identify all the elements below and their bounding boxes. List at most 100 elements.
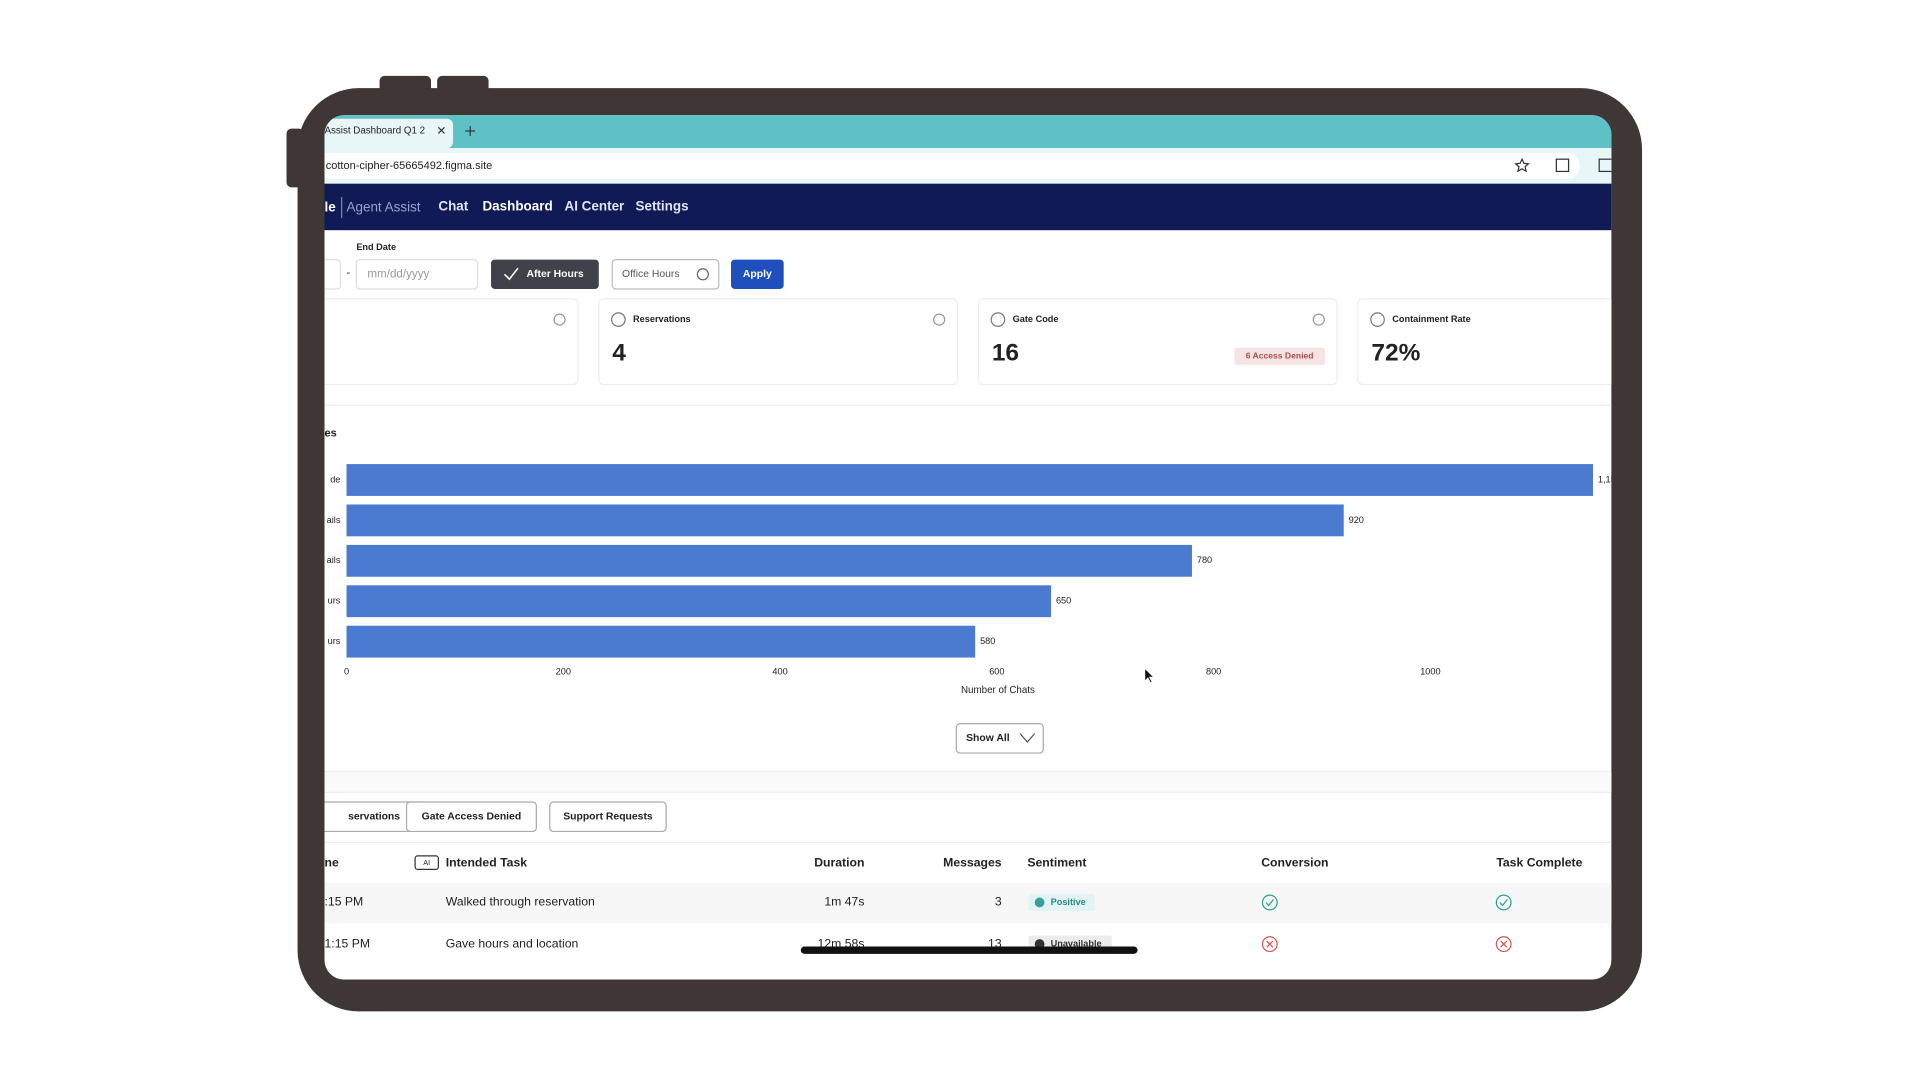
tab-bar	[324, 115, 1612, 149]
filter-tab[interactable]	[549, 801, 667, 833]
metric-card	[324, 298, 579, 386]
button-label: Apply	[743, 269, 772, 280]
extension-icon[interactable]	[1555, 158, 1570, 173]
x-tick-label: 800	[1206, 667, 1221, 677]
y-tick-label: ails	[327, 555, 341, 565]
metric-card	[598, 298, 959, 386]
sidebar-icon[interactable]	[1598, 158, 1614, 173]
x-mark	[1266, 940, 1274, 948]
show-all-button[interactable]	[955, 723, 1044, 754]
new-tab[interactable]	[465, 126, 476, 136]
office-hours-button[interactable]	[611, 258, 720, 290]
check-icon	[1495, 894, 1512, 911]
bookmark-icon[interactable]	[1514, 157, 1530, 173]
bar	[346, 464, 1594, 496]
check-mark	[1499, 899, 1508, 907]
check-icon	[503, 267, 519, 281]
nav-link[interactable]: AI Center	[564, 199, 625, 214]
end-date-input[interactable]	[355, 258, 479, 290]
sentiment-dot	[1034, 897, 1045, 908]
date-placeholder: mm/dd/yyyy	[367, 267, 429, 280]
cursor	[1144, 667, 1155, 684]
data-label: 650	[1056, 596, 1071, 606]
x-icon	[1495, 936, 1512, 953]
x-mark	[1500, 940, 1508, 948]
y-tick-label: urs	[328, 636, 341, 646]
info-icon	[553, 313, 566, 326]
end-date-label: End Date	[356, 242, 396, 252]
bar	[346, 625, 976, 658]
bar	[346, 585, 1052, 618]
cell: 3	[995, 895, 1002, 909]
check-icon	[1261, 894, 1278, 911]
home-indicator	[800, 946, 1138, 954]
cell: :15 PM	[324, 895, 363, 909]
button-label: After Hours	[527, 269, 584, 280]
tab-close[interactable]	[437, 126, 445, 134]
nav-link[interactable]: Dashboard	[482, 199, 552, 214]
card-title: Reservations	[633, 314, 691, 324]
filter-tab-label: servations	[348, 811, 400, 822]
info-icon	[696, 268, 709, 281]
x-tick-label: 400	[772, 667, 787, 677]
address-field[interactable]	[316, 153, 1580, 179]
screen: Assist Dashboard Q1 2 cotton-cipher-6566…	[306, 115, 1621, 980]
badge	[1234, 347, 1325, 365]
card-icon	[611, 312, 626, 327]
filter-tab-label: Gate Access Denied	[422, 811, 522, 822]
url: cotton-cipher-65665492.figma.site	[326, 160, 493, 172]
date-separator: -	[347, 267, 351, 279]
section-gap	[324, 771, 1612, 793]
data-label: 580	[980, 636, 995, 646]
y-tick-label: urs	[328, 596, 341, 606]
data-label: 780	[1197, 555, 1212, 565]
apply-button[interactable]	[731, 259, 784, 289]
sentiment-label: Unavailable	[1051, 939, 1102, 949]
card-icon	[1370, 312, 1385, 327]
info-icon	[933, 313, 946, 326]
tab-title: Assist Dashboard Q1 2	[324, 126, 425, 137]
column-header: Conversion	[1261, 855, 1328, 869]
chart-title: es	[324, 427, 336, 439]
metric-card	[1357, 298, 1612, 386]
column-header: Intended Task	[446, 855, 528, 869]
chevron-icon	[1019, 733, 1036, 743]
nav-bar	[324, 183, 1612, 231]
start-date-input[interactable]	[306, 258, 342, 290]
filter-tab[interactable]	[405, 801, 537, 833]
row-highlight	[324, 882, 1612, 924]
cell: Walked through reservation	[446, 895, 595, 909]
nav-link[interactable]: Settings	[636, 199, 689, 214]
y-tick-label: de	[330, 474, 340, 484]
x-icon	[1261, 936, 1278, 953]
card-title: Containment Rate	[1392, 314, 1470, 324]
x-tick-label: 200	[556, 667, 571, 677]
filter-tab-label: Support Requests	[563, 811, 653, 822]
data-label: 1,150	[1598, 474, 1621, 484]
card-icon	[990, 312, 1006, 327]
browser-tab[interactable]	[316, 118, 454, 149]
ai-tag	[414, 855, 439, 870]
product-name: Agent Assist	[347, 200, 421, 215]
bar	[346, 544, 1192, 577]
column-header: Messages	[943, 855, 1002, 869]
x-tick-label: 0	[344, 667, 349, 677]
sentiment-badge	[1028, 893, 1095, 912]
button-label: Show All	[966, 733, 1010, 744]
card-title: Gate Code	[1013, 314, 1059, 324]
metric-card	[977, 298, 1338, 386]
x-tick-label: 600	[989, 667, 1004, 677]
card-value: 16	[992, 339, 1019, 366]
check-mark	[1265, 899, 1274, 907]
after-hours-button[interactable]	[491, 259, 599, 289]
y-tick-label: ails	[327, 515, 341, 525]
nav-link[interactable]: Chat	[438, 199, 468, 214]
x-axis-title: Number of Chats	[961, 685, 1035, 696]
data-label: 920	[1349, 515, 1364, 525]
cell: 1m 47s	[824, 895, 864, 909]
cell: 1:15 PM	[324, 936, 370, 950]
button-label: Office Hours	[622, 269, 680, 280]
card-value: 72%	[1371, 339, 1420, 366]
